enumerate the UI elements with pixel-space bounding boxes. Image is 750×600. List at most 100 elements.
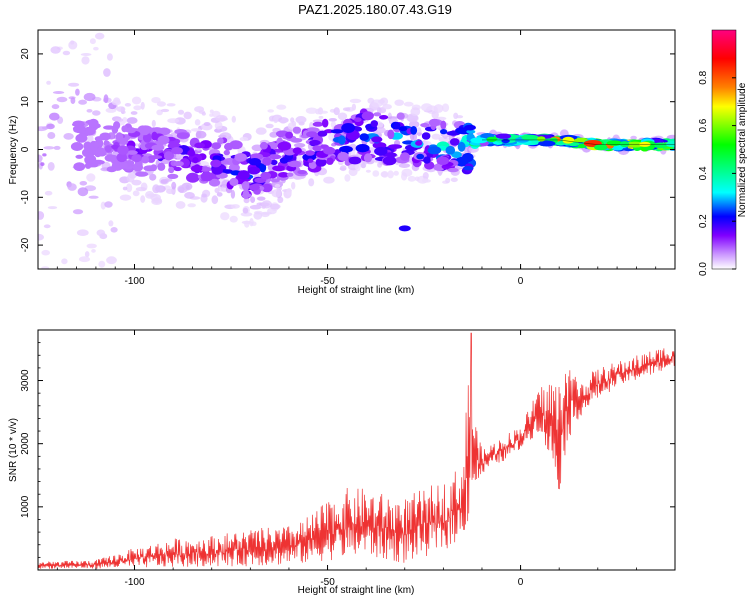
heatmap-cell bbox=[381, 171, 388, 178]
heatmap-cell bbox=[195, 119, 201, 125]
heatmap-cell bbox=[394, 100, 404, 106]
heatmap-cell bbox=[415, 141, 422, 146]
heatmap-cell bbox=[242, 193, 252, 197]
heatmap-cell bbox=[400, 152, 410, 161]
heatmap-cell bbox=[70, 40, 74, 44]
heatmap-cell bbox=[61, 258, 67, 264]
heatmap-cell bbox=[420, 123, 429, 127]
heatmap-cell bbox=[220, 212, 229, 220]
heatmap-cell bbox=[267, 109, 274, 112]
heatmap-cell bbox=[191, 165, 202, 172]
heatmap-cell bbox=[250, 196, 255, 203]
heatmap-cell bbox=[308, 178, 314, 186]
heatmap-cell bbox=[44, 224, 51, 228]
heatmap-cell bbox=[168, 167, 174, 173]
heatmap-cell bbox=[486, 137, 497, 142]
heatmap-cell bbox=[187, 203, 196, 207]
heatmap-cell bbox=[36, 126, 48, 131]
heatmap-cell bbox=[48, 162, 55, 171]
heatmap-cell bbox=[127, 174, 135, 182]
heatmap-cell bbox=[287, 173, 294, 177]
heatmap-cell bbox=[112, 100, 121, 106]
heatmap-cell bbox=[404, 102, 414, 107]
heatmap-cell bbox=[95, 33, 104, 40]
heatmap-cell bbox=[422, 132, 431, 139]
spectrogram-heatmap bbox=[34, 33, 683, 270]
x-tick-label: 0 bbox=[518, 577, 524, 588]
heatmap-cell bbox=[291, 182, 295, 190]
heatmap-cell bbox=[271, 160, 278, 165]
heatmap-cell bbox=[280, 157, 289, 163]
heatmap-cell bbox=[178, 186, 184, 192]
heatmap-cell bbox=[249, 218, 253, 226]
colorbar-tick-label: 0.4 bbox=[698, 166, 709, 180]
heatmap-cell bbox=[92, 110, 101, 115]
heatmap-cell bbox=[224, 143, 233, 151]
heatmap-cell bbox=[143, 165, 156, 171]
heatmap-cell bbox=[361, 163, 366, 168]
colorbar-tick-label: 0.6 bbox=[698, 118, 709, 132]
heatmap-cell bbox=[271, 189, 281, 197]
snr-series-line bbox=[38, 333, 675, 569]
heatmap-cell bbox=[107, 53, 113, 61]
heatmap-cell bbox=[71, 97, 76, 104]
heatmap-cell bbox=[131, 111, 138, 115]
heatmap-cell bbox=[242, 181, 250, 190]
snr-frame bbox=[38, 330, 675, 570]
heatmap-cell bbox=[50, 46, 60, 53]
heatmap-cell bbox=[119, 162, 128, 169]
heatmap-cell bbox=[434, 104, 444, 113]
heatmap-cell bbox=[80, 181, 88, 186]
y-tick-label: -20 bbox=[20, 237, 31, 252]
heatmap-cell bbox=[78, 100, 87, 105]
heatmap-cell bbox=[127, 127, 136, 133]
heatmap-cell bbox=[84, 93, 96, 101]
heatmap-cell bbox=[294, 143, 305, 148]
heatmap-cell bbox=[377, 162, 382, 168]
heatmap-cell bbox=[275, 184, 281, 188]
heatmap-cell bbox=[131, 154, 142, 162]
heatmap-cell bbox=[260, 172, 271, 180]
heatmap-cell bbox=[280, 119, 287, 123]
heatmap-cell bbox=[276, 105, 286, 110]
heatmap-cell bbox=[334, 107, 340, 115]
heatmap-cell bbox=[340, 165, 347, 171]
heatmap-cell bbox=[167, 103, 176, 106]
heatmap-cell bbox=[288, 161, 300, 167]
heatmap-cell bbox=[151, 145, 164, 151]
heatmap-cell bbox=[432, 134, 441, 140]
colorbar-tick-label: 0.8 bbox=[698, 70, 709, 84]
heatmap-cell bbox=[423, 157, 431, 164]
heatmap-cell bbox=[341, 123, 355, 133]
heatmap-cell bbox=[359, 133, 369, 141]
heatmap-cell bbox=[220, 160, 229, 164]
heatmap-cell bbox=[306, 108, 318, 114]
heatmap-cell bbox=[312, 145, 321, 151]
heatmap-cell bbox=[141, 102, 145, 110]
heatmap-cell bbox=[286, 188, 292, 196]
heatmap-cell bbox=[666, 141, 678, 147]
heatmap-cell bbox=[95, 136, 103, 141]
heatmap-cell bbox=[273, 116, 278, 123]
heatmap-cell bbox=[371, 136, 382, 142]
heatmap-cell bbox=[152, 120, 156, 127]
heatmap-cell bbox=[456, 115, 463, 118]
heatmap-cell bbox=[54, 146, 61, 150]
heatmap-cell bbox=[105, 145, 112, 152]
heatmap-cell bbox=[103, 125, 115, 129]
heatmap-cell bbox=[354, 117, 362, 122]
heatmap-cell bbox=[68, 83, 79, 87]
heatmap-cell bbox=[47, 132, 55, 139]
heatmap-cell bbox=[338, 135, 346, 145]
heatmap-cell bbox=[410, 107, 420, 116]
heatmap-cell bbox=[67, 183, 76, 191]
heatmap-cell bbox=[323, 177, 334, 184]
y-tick-label: 10 bbox=[20, 96, 31, 108]
heatmap-cell bbox=[98, 261, 105, 268]
heatmap-cell bbox=[256, 127, 267, 134]
heatmap-cell bbox=[111, 227, 118, 233]
heatmap-cell bbox=[48, 206, 57, 209]
heatmap-cell bbox=[266, 124, 274, 129]
heatmap-cell bbox=[362, 111, 374, 120]
heatmap-cell bbox=[318, 131, 328, 137]
